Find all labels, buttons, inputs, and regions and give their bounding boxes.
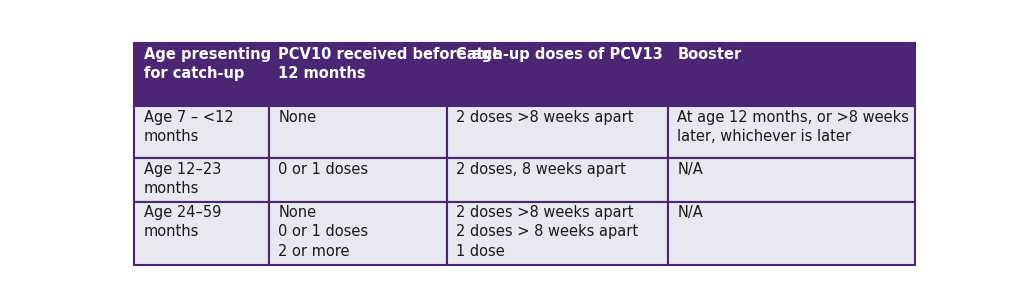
- Bar: [446, 159, 668, 202]
- Bar: [268, 106, 446, 159]
- Bar: [668, 159, 915, 202]
- Bar: [134, 43, 268, 106]
- Bar: [134, 106, 268, 159]
- Text: N/A: N/A: [677, 162, 703, 177]
- Text: Age presenting
for catch-up: Age presenting for catch-up: [143, 47, 271, 81]
- Text: N/A: N/A: [677, 205, 703, 220]
- Bar: [668, 43, 915, 106]
- Text: Age 24–59
months: Age 24–59 months: [143, 205, 221, 239]
- Text: 0 or 1 doses: 0 or 1 doses: [279, 162, 369, 177]
- Bar: [268, 43, 446, 106]
- Bar: [446, 106, 668, 159]
- Text: Catch-up doses of PCV13: Catch-up doses of PCV13: [457, 47, 663, 62]
- Text: Age 12–23
months: Age 12–23 months: [143, 162, 221, 196]
- Text: Age 7 – <12
months: Age 7 – <12 months: [143, 110, 233, 144]
- Text: 2 doses, 8 weeks apart: 2 doses, 8 weeks apart: [457, 162, 626, 177]
- Bar: [668, 106, 915, 159]
- Bar: [134, 159, 268, 202]
- Bar: [134, 202, 268, 265]
- Bar: [268, 159, 446, 202]
- Bar: [446, 43, 668, 106]
- Text: None
0 or 1 doses
2 or more: None 0 or 1 doses 2 or more: [279, 205, 369, 259]
- Text: 2 doses >8 weeks apart
2 doses > 8 weeks apart
1 dose: 2 doses >8 weeks apart 2 doses > 8 weeks…: [457, 205, 638, 259]
- Text: PCV10 received before age
12 months: PCV10 received before age 12 months: [279, 47, 503, 81]
- Text: None: None: [279, 110, 316, 125]
- Text: 2 doses >8 weeks apart: 2 doses >8 weeks apart: [457, 110, 634, 125]
- Bar: [668, 202, 915, 265]
- Bar: [446, 202, 668, 265]
- Text: Booster: Booster: [677, 47, 741, 62]
- Text: At age 12 months, or >8 weeks
later, whichever is later: At age 12 months, or >8 weeks later, whi…: [677, 110, 909, 144]
- Bar: [268, 202, 446, 265]
